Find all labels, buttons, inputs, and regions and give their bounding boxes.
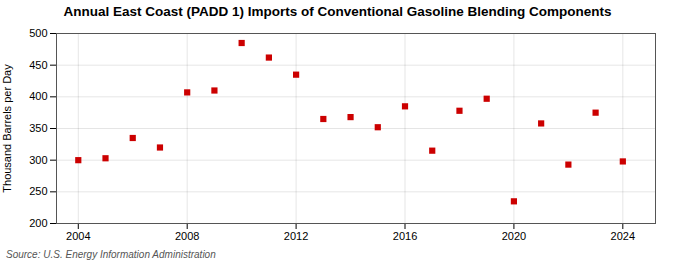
svg-text:500: 500 (29, 27, 47, 39)
html-text:Source: U.S. Energy Informatio: Source: U.S. Energy Information Administ… (6, 249, 216, 260)
svg-text:2004: 2004 (66, 230, 90, 242)
svg-text:Thousand Barrels per Day: Thousand Barrels per Day (1, 64, 13, 193)
svg-text:300: 300 (29, 154, 47, 166)
svg-text:350: 350 (29, 122, 47, 134)
svg-text:2020: 2020 (502, 230, 526, 242)
svg-text:2024: 2024 (611, 230, 635, 242)
svg-text:400: 400 (29, 90, 47, 102)
svg-text:2012: 2012 (284, 230, 308, 242)
svg-text:2008: 2008 (175, 230, 199, 242)
svg-text:250: 250 (29, 185, 47, 197)
svg-text:200: 200 (29, 217, 47, 229)
svg-text:450: 450 (29, 59, 47, 71)
html-text:Annual East Coast (PADD 1) Imp: Annual East Coast (PADD 1) Imports of Co… (63, 4, 612, 19)
svg-text:2016: 2016 (393, 230, 417, 242)
